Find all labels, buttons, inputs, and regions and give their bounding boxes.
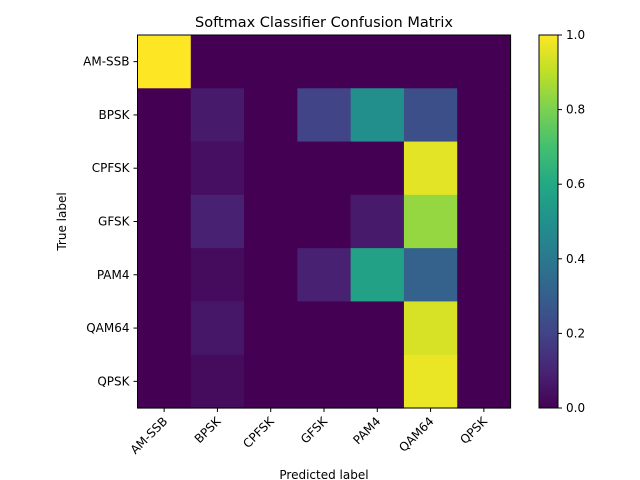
x-tick-label: QPSK xyxy=(457,413,490,446)
heatmap-cell xyxy=(190,248,245,303)
heatmap-cell xyxy=(457,354,512,409)
heatmap-cell xyxy=(350,88,405,143)
x-axis-label: Predicted label xyxy=(279,468,368,480)
x-tick-label: GFSK xyxy=(298,413,331,446)
heatmap-cell xyxy=(137,354,192,409)
x-tick-label: BPSK xyxy=(192,413,225,446)
heatmap-cell xyxy=(350,301,405,356)
heatmap-cell xyxy=(297,301,352,356)
chart-title: Softmax Classifier Confusion Matrix xyxy=(195,15,453,31)
colorbar xyxy=(538,34,559,409)
heatmap-cell xyxy=(350,354,405,409)
heatmap-cell xyxy=(403,354,458,409)
heatmap-cell xyxy=(297,141,352,196)
y-axis-ticks: AM-SSB BPSK CPFSK GFSK PAM4 QAM64 QPSK xyxy=(83,55,138,388)
heatmap-cell xyxy=(190,194,245,249)
heatmap-cell xyxy=(350,194,405,249)
heatmap-cell xyxy=(297,88,352,143)
x-tick-label: PAM4 xyxy=(350,414,383,447)
heatmap-cell xyxy=(350,248,405,303)
heatmap-cell xyxy=(190,35,245,89)
colorbar-tick-label: 1.0 xyxy=(566,28,585,42)
colorbar-tick-label: 0.4 xyxy=(566,252,585,266)
colorbar-ticks: 0.0 0.2 0.4 0.6 0.8 1.0 xyxy=(558,28,585,415)
heatmap-cell xyxy=(457,88,512,143)
heatmap-cell xyxy=(403,35,458,89)
heatmap-cell xyxy=(297,354,352,409)
heatmap-cell xyxy=(137,194,192,249)
heatmap-cell xyxy=(137,141,192,196)
colorbar-tick-label: 0.2 xyxy=(566,326,585,340)
heatmap-cell xyxy=(297,35,352,89)
heatmap-cell xyxy=(403,88,458,143)
heatmap-cell xyxy=(403,248,458,303)
heatmap-cells xyxy=(137,35,512,409)
heatmap-cell xyxy=(190,354,245,409)
heatmap-cell xyxy=(457,194,512,249)
heatmap-cell xyxy=(244,141,298,196)
y-tick-label: AM-SSB xyxy=(83,55,129,69)
heatmap-cell xyxy=(457,248,512,303)
heatmap-cell xyxy=(137,301,192,356)
y-tick-label: BPSK xyxy=(99,108,131,122)
y-tick-label: PAM4 xyxy=(97,268,130,282)
x-tick-label: CPFSK xyxy=(240,413,277,450)
x-tick-label: AM-SSB xyxy=(128,414,171,457)
heatmap-cell xyxy=(244,88,298,143)
y-axis-label: True label xyxy=(55,192,69,251)
heatmap-cell xyxy=(137,248,192,303)
heatmap-cell xyxy=(244,301,298,356)
y-tick-label: QPSK xyxy=(97,374,130,388)
heatmap-cell xyxy=(403,194,458,249)
y-tick-label: GFSK xyxy=(98,215,131,229)
heatmap-cell xyxy=(457,35,512,89)
heatmap-cell xyxy=(244,35,298,89)
x-axis-ticks: AM-SSB BPSK CPFSK GFSK PAM4 QAM64 QPSK xyxy=(128,408,491,457)
colorbar-tick-label: 0.6 xyxy=(566,177,585,191)
heatmap-cell xyxy=(137,88,192,143)
heatmap-cell xyxy=(457,301,512,356)
y-tick-label: QAM64 xyxy=(86,321,129,335)
heatmap-cell xyxy=(244,194,298,249)
heatmap-cell xyxy=(244,354,298,409)
heatmap-cell xyxy=(190,88,245,143)
heatmap-cell xyxy=(457,141,512,196)
heatmap-cell xyxy=(190,301,245,356)
y-tick-label: CPFSK xyxy=(92,161,131,175)
heatmap-cell xyxy=(137,35,192,89)
heatmap-cell xyxy=(350,35,405,89)
heatmap-cell xyxy=(403,301,458,356)
heatmap-cell xyxy=(244,248,298,303)
colorbar-tick-label: 0.0 xyxy=(566,401,585,415)
heatmap-cell xyxy=(190,141,245,196)
heatmap-cell xyxy=(297,248,352,303)
heatmap-cell xyxy=(350,141,405,196)
heatmap-cell xyxy=(297,194,352,249)
x-tick-label: QAM64 xyxy=(396,414,437,455)
heatmap-cell xyxy=(403,141,458,196)
colorbar-tick-label: 0.8 xyxy=(566,103,585,117)
